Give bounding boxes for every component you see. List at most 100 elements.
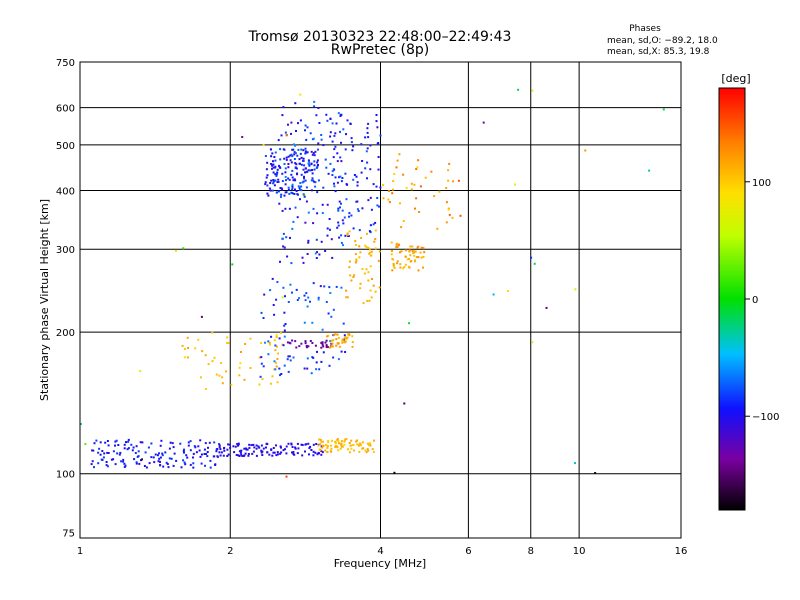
data-point	[293, 151, 296, 154]
data-point	[447, 207, 450, 210]
data-point	[353, 449, 355, 452]
data-point	[197, 445, 200, 448]
data-point	[530, 256, 533, 259]
data-point	[408, 250, 411, 253]
data-point	[316, 165, 319, 168]
data-point	[213, 356, 216, 359]
data-point	[291, 185, 294, 188]
data-point	[183, 448, 185, 451]
data-point	[369, 444, 372, 447]
data-point	[234, 445, 237, 448]
data-point	[373, 439, 375, 442]
data-point	[304, 167, 307, 170]
data-point	[329, 346, 331, 349]
data-point	[372, 284, 375, 287]
data-point	[285, 475, 288, 478]
data-point	[282, 286, 285, 289]
data-point	[393, 267, 396, 269]
data-point	[406, 258, 409, 261]
data-point	[225, 370, 227, 373]
data-point	[311, 153, 314, 156]
data-point	[329, 117, 332, 120]
data-point	[241, 455, 244, 457]
data-point	[329, 450, 332, 453]
data-point	[294, 447, 297, 450]
data-point	[422, 266, 424, 269]
data-point	[275, 191, 278, 194]
data-point	[123, 447, 126, 450]
data-point	[274, 368, 277, 371]
data-point	[218, 443, 221, 446]
data-point	[227, 341, 230, 344]
data-point	[328, 286, 331, 289]
data-point	[285, 156, 288, 159]
data-point	[287, 163, 290, 165]
data-point	[447, 208, 450, 211]
data-point	[213, 441, 216, 444]
data-point	[285, 158, 288, 161]
data-point	[268, 343, 271, 346]
data-point	[300, 443, 303, 446]
data-point	[436, 227, 439, 230]
data-point	[303, 177, 305, 180]
data-point	[457, 179, 460, 182]
data-point	[352, 276, 355, 278]
data-point	[337, 209, 340, 212]
data-point	[327, 334, 330, 337]
data-point	[105, 461, 108, 463]
data-point	[319, 443, 322, 446]
data-point	[341, 445, 344, 448]
data-point	[377, 168, 380, 171]
data-point	[284, 183, 287, 186]
data-point	[360, 171, 363, 174]
data-point	[269, 382, 272, 385]
data-point	[334, 145, 337, 148]
data-point	[312, 356, 315, 359]
data-point	[366, 442, 369, 445]
y-tick-label: 500	[56, 141, 75, 152]
data-point	[314, 181, 317, 184]
data-point	[370, 296, 373, 299]
data-point	[298, 297, 300, 300]
data-point	[345, 337, 348, 340]
data-point	[260, 444, 263, 447]
data-point	[270, 163, 273, 165]
data-point	[260, 311, 263, 314]
data-point	[220, 451, 223, 454]
data-point	[356, 184, 359, 187]
data-point	[275, 174, 278, 177]
data-point	[372, 183, 375, 186]
data-point	[329, 162, 332, 165]
data-point	[105, 464, 108, 467]
data-point	[278, 164, 280, 167]
data-point	[307, 241, 310, 244]
data-point	[308, 447, 311, 450]
data-point	[365, 451, 368, 454]
data-point	[335, 338, 338, 341]
data-point	[277, 178, 280, 181]
data-point	[122, 460, 125, 463]
data-point	[220, 362, 223, 364]
data-point	[369, 144, 372, 147]
data-point	[339, 115, 342, 117]
data-point	[368, 230, 371, 233]
data-point	[223, 449, 226, 452]
data-point	[316, 251, 318, 254]
data-point	[148, 462, 151, 465]
data-point	[648, 169, 651, 172]
data-point	[375, 185, 378, 188]
data-point	[391, 269, 394, 272]
data-point	[297, 185, 300, 188]
data-point	[294, 340, 297, 343]
data-point	[265, 446, 267, 449]
data-point	[358, 229, 361, 232]
data-point	[203, 448, 206, 451]
data-point	[291, 183, 294, 186]
data-point	[417, 245, 420, 248]
data-point	[395, 166, 398, 169]
data-point	[222, 454, 225, 457]
data-point	[339, 113, 342, 116]
data-point	[320, 453, 323, 456]
data-point	[305, 151, 308, 154]
data-point	[279, 331, 282, 334]
